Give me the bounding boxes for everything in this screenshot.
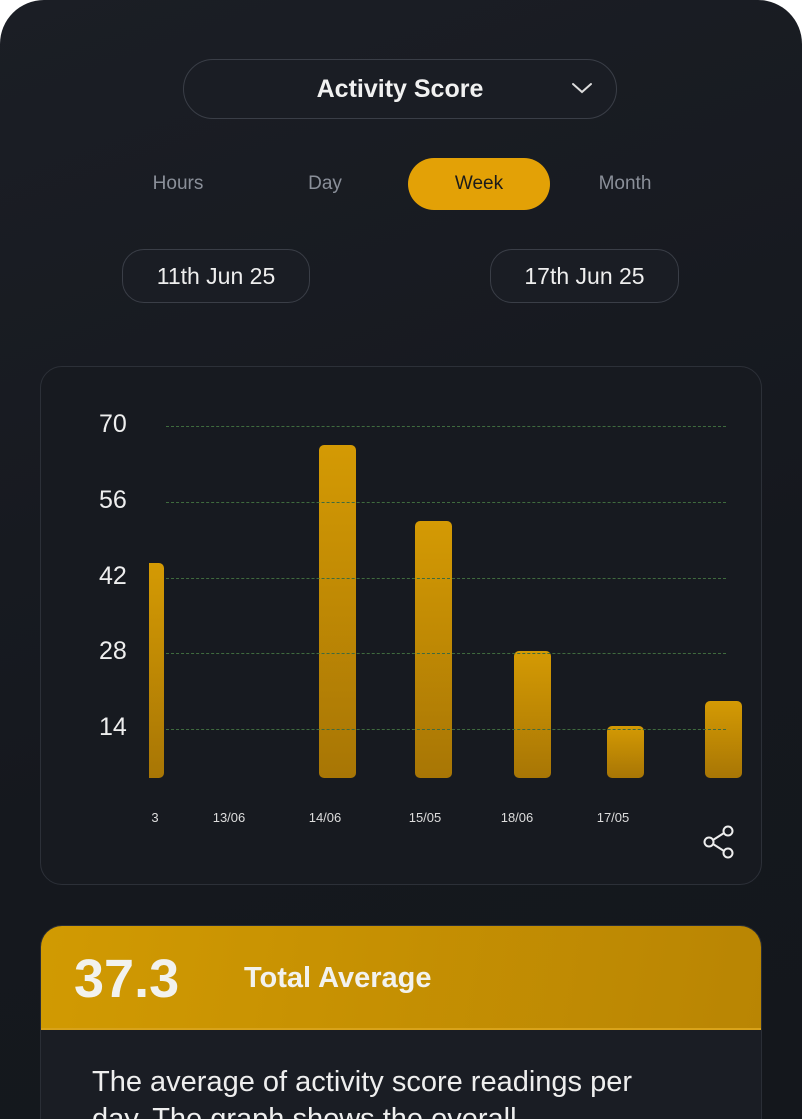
bar-14-06[interactable] bbox=[414, 520, 452, 778]
start-date-button[interactable]: 11th Jun 25 bbox=[122, 249, 310, 303]
y-tick-label: 28 bbox=[99, 637, 127, 666]
metric-selector-label: Activity Score bbox=[316, 74, 484, 103]
total-average-card: 37.3 Total Average The average of activi… bbox=[40, 925, 762, 1119]
tab-day[interactable]: Day bbox=[308, 173, 342, 194]
end-date-button[interactable]: 17th Jun 25 bbox=[490, 249, 679, 303]
period-tabs: Hours Day Week Month bbox=[0, 158, 802, 210]
bar-13-06[interactable] bbox=[318, 445, 356, 778]
total-average-header: 37.3 Total Average bbox=[41, 926, 761, 1030]
grid-line bbox=[166, 426, 726, 427]
y-tick-label: 42 bbox=[99, 561, 127, 590]
x-tick-label: 18/06 bbox=[500, 810, 534, 825]
y-tick-label: 14 bbox=[99, 713, 127, 741]
tab-week[interactable]: Week bbox=[408, 158, 550, 210]
metric-selector[interactable]: Activity Score bbox=[183, 59, 617, 119]
bar-3[interactable] bbox=[149, 562, 164, 778]
y-tick-label: 70 bbox=[99, 410, 127, 438]
bar-15-05[interactable] bbox=[513, 650, 551, 778]
plot-area bbox=[149, 367, 749, 886]
x-tick-label: 13/06 bbox=[212, 810, 246, 825]
bar-18-06[interactable] bbox=[606, 725, 644, 778]
x-tick-label: 17/05 bbox=[596, 810, 630, 825]
total-average-description: The average of activity score readings p… bbox=[92, 1066, 632, 1119]
grid-line bbox=[166, 653, 726, 655]
total-average-title: Total Average bbox=[244, 962, 432, 994]
chevron-down-icon bbox=[572, 83, 592, 94]
tab-month[interactable]: Month bbox=[598, 173, 652, 194]
grid-line bbox=[166, 501, 726, 503]
share-icon[interactable] bbox=[702, 825, 736, 859]
x-tick-label: 3 bbox=[151, 810, 159, 825]
x-tick-label: 15/05 bbox=[408, 810, 442, 825]
activity-chart: 70 56 42 28 14 3 13/06 14/06 15/05 18/06 17/05 bbox=[40, 366, 762, 885]
tab-hours[interactable]: Hours bbox=[152, 173, 204, 194]
grid-line bbox=[166, 577, 726, 579]
bar-17-05[interactable] bbox=[704, 700, 742, 778]
grid-line bbox=[166, 729, 726, 730]
x-tick-label: 14/06 bbox=[308, 810, 342, 825]
y-tick-label: 56 bbox=[99, 485, 127, 514]
total-average-value: 37.3 bbox=[74, 949, 180, 1009]
